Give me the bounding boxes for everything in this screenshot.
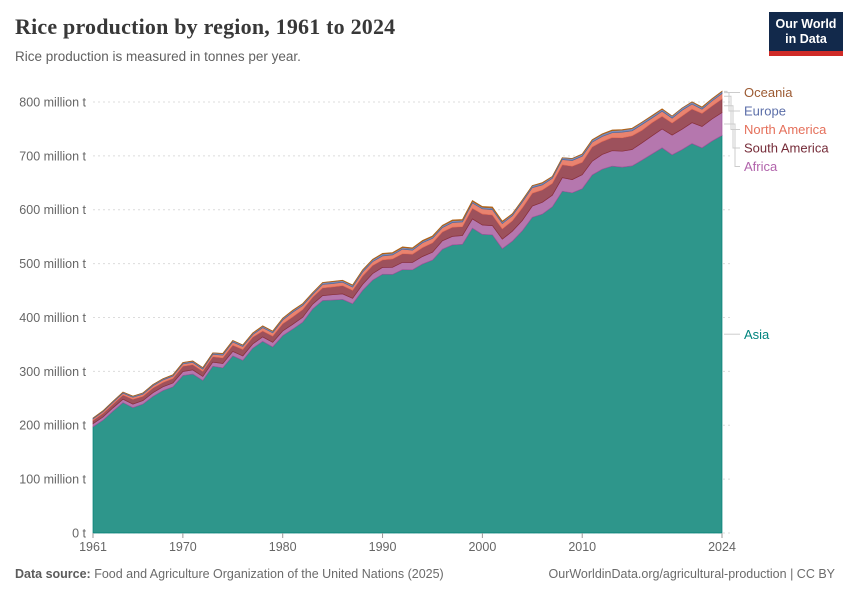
owid-logo-line1: Our World [775,17,837,31]
footer-credits: OurWorldinData.org/agricultural-producti… [549,566,835,582]
y-axis-label: 600 million t [19,203,86,217]
datasource-label: Data source: [15,567,91,581]
y-axis-label: 400 million t [19,311,86,325]
legend-label-south-america[interactable]: South America [744,141,829,156]
page-subtitle: Rice production is measured in tonnes pe… [15,49,301,65]
footer-datasource: Data source: Food and Agriculture Organi… [15,566,444,582]
legend-connector-africa [724,123,740,167]
rice-production-stacked-area-chart[interactable]: 0 t 100 million t 200 million t 300 million… [0,80,850,555]
legend-label-asia[interactable]: Asia [744,327,770,342]
legend-label-europe[interactable]: Europe [744,104,786,119]
license-badge: | CC BY [786,567,835,581]
chart-footer: Data source: Food and Agriculture Organi… [15,566,835,582]
x-axis-label: 2024 [708,540,736,554]
area-oceania[interactable] [92,90,723,419]
x-axis-label: 2000 [468,540,496,554]
page-title: Rice production by region, 1961 to 2024 [15,14,396,39]
x-axis-label: 1980 [269,540,297,554]
legend-connector-europe [724,92,740,112]
area-asia[interactable] [92,134,723,534]
datasource-text: Food and Agriculture Organization of the… [90,567,444,581]
owid-logo[interactable]: Our World in Data [769,12,843,56]
legend-label-oceania[interactable]: Oceania [744,85,793,100]
y-axis-label: 700 million t [19,149,86,163]
legend-connector-south-america [724,105,740,149]
y-axis-label: 100 million t [19,473,86,487]
x-axis-label: 2010 [568,540,596,554]
x-axis-label: 1961 [79,540,107,554]
y-axis-label: 300 million t [19,365,86,379]
legend-label-africa[interactable]: Africa [744,159,778,174]
y-axis-label: 800 million t [19,95,86,109]
legend-connector-oceania [724,90,740,93]
x-axis-label: 1990 [369,540,397,554]
legend-connector-north-america [724,95,740,130]
y-axis-label: 500 million t [19,257,86,271]
owid-logo-line2: in Data [785,32,827,46]
x-axis-label: 1970 [169,540,197,554]
chart-area[interactable]: 0 t 100 million t 200 million t 300 million… [0,80,850,555]
chart-header: Rice production by region, 1961 to 2024 … [15,14,750,64]
y-axis-label: 200 million t [19,419,86,433]
owid-production-link[interactable]: OurWorldinData.org/agricultural-producti… [548,567,787,581]
y-axis-label: 0 t [72,526,86,540]
legend-label-north-america[interactable]: North America [744,122,827,137]
